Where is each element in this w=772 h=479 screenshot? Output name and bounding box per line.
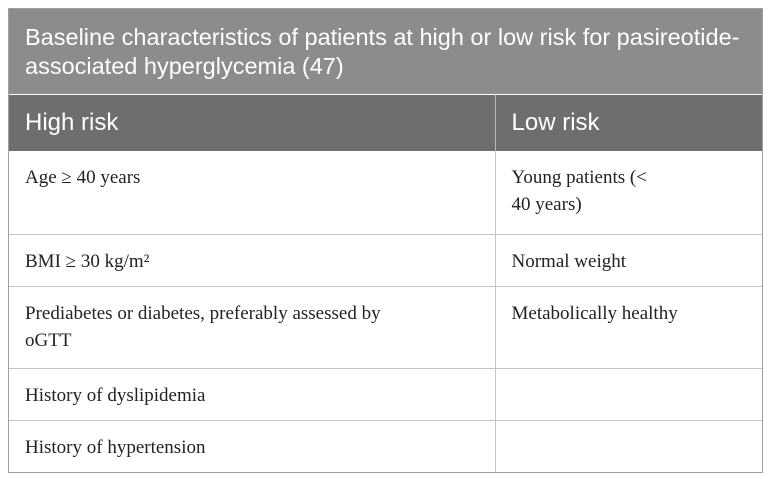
table-row: Prediabetes or diabetes, preferably asse… bbox=[9, 285, 762, 368]
cell-high-risk: Prediabetes or diabetes, preferably asse… bbox=[9, 285, 495, 368]
cell-low-risk bbox=[494, 367, 762, 420]
table-row: BMI ≥ 30 kg/m² Normal weight bbox=[9, 233, 762, 286]
header-row: High risk Low risk bbox=[9, 95, 762, 151]
cell-high-risk: BMI ≥ 30 kg/m² bbox=[9, 233, 495, 286]
cell-low-risk: Young patients (< 40 years) bbox=[494, 151, 762, 234]
header-low-risk: Low risk bbox=[494, 95, 762, 151]
data-table: High risk Low risk Age ≥ 40 years Young … bbox=[9, 95, 762, 472]
cell-low-risk: Metabolically healthy bbox=[494, 285, 762, 368]
cell-high-risk: History of dyslipidemia bbox=[9, 367, 495, 420]
table-row: Age ≥ 40 years Young patients (< 40 year… bbox=[9, 151, 762, 234]
cell-high-risk: Age ≥ 40 years bbox=[25, 167, 141, 188]
cell-low-risk-text: Young patients (< 40 years) bbox=[511, 167, 647, 215]
cell-high-risk: History of hypertension bbox=[9, 419, 495, 472]
table-row: History of dyslipidemia bbox=[9, 367, 762, 420]
risk-table: Baseline characteristics of patients at … bbox=[8, 8, 763, 473]
cell-low-risk: Normal weight bbox=[494, 233, 762, 286]
header-high-risk: High risk bbox=[9, 95, 495, 151]
cell-high-risk-text: Prediabetes or diabetes, preferably asse… bbox=[25, 302, 381, 351]
table-caption: Baseline characteristics of patients at … bbox=[9, 9, 762, 95]
cell-low-risk bbox=[494, 419, 762, 472]
table-row: History of hypertension bbox=[9, 419, 762, 472]
